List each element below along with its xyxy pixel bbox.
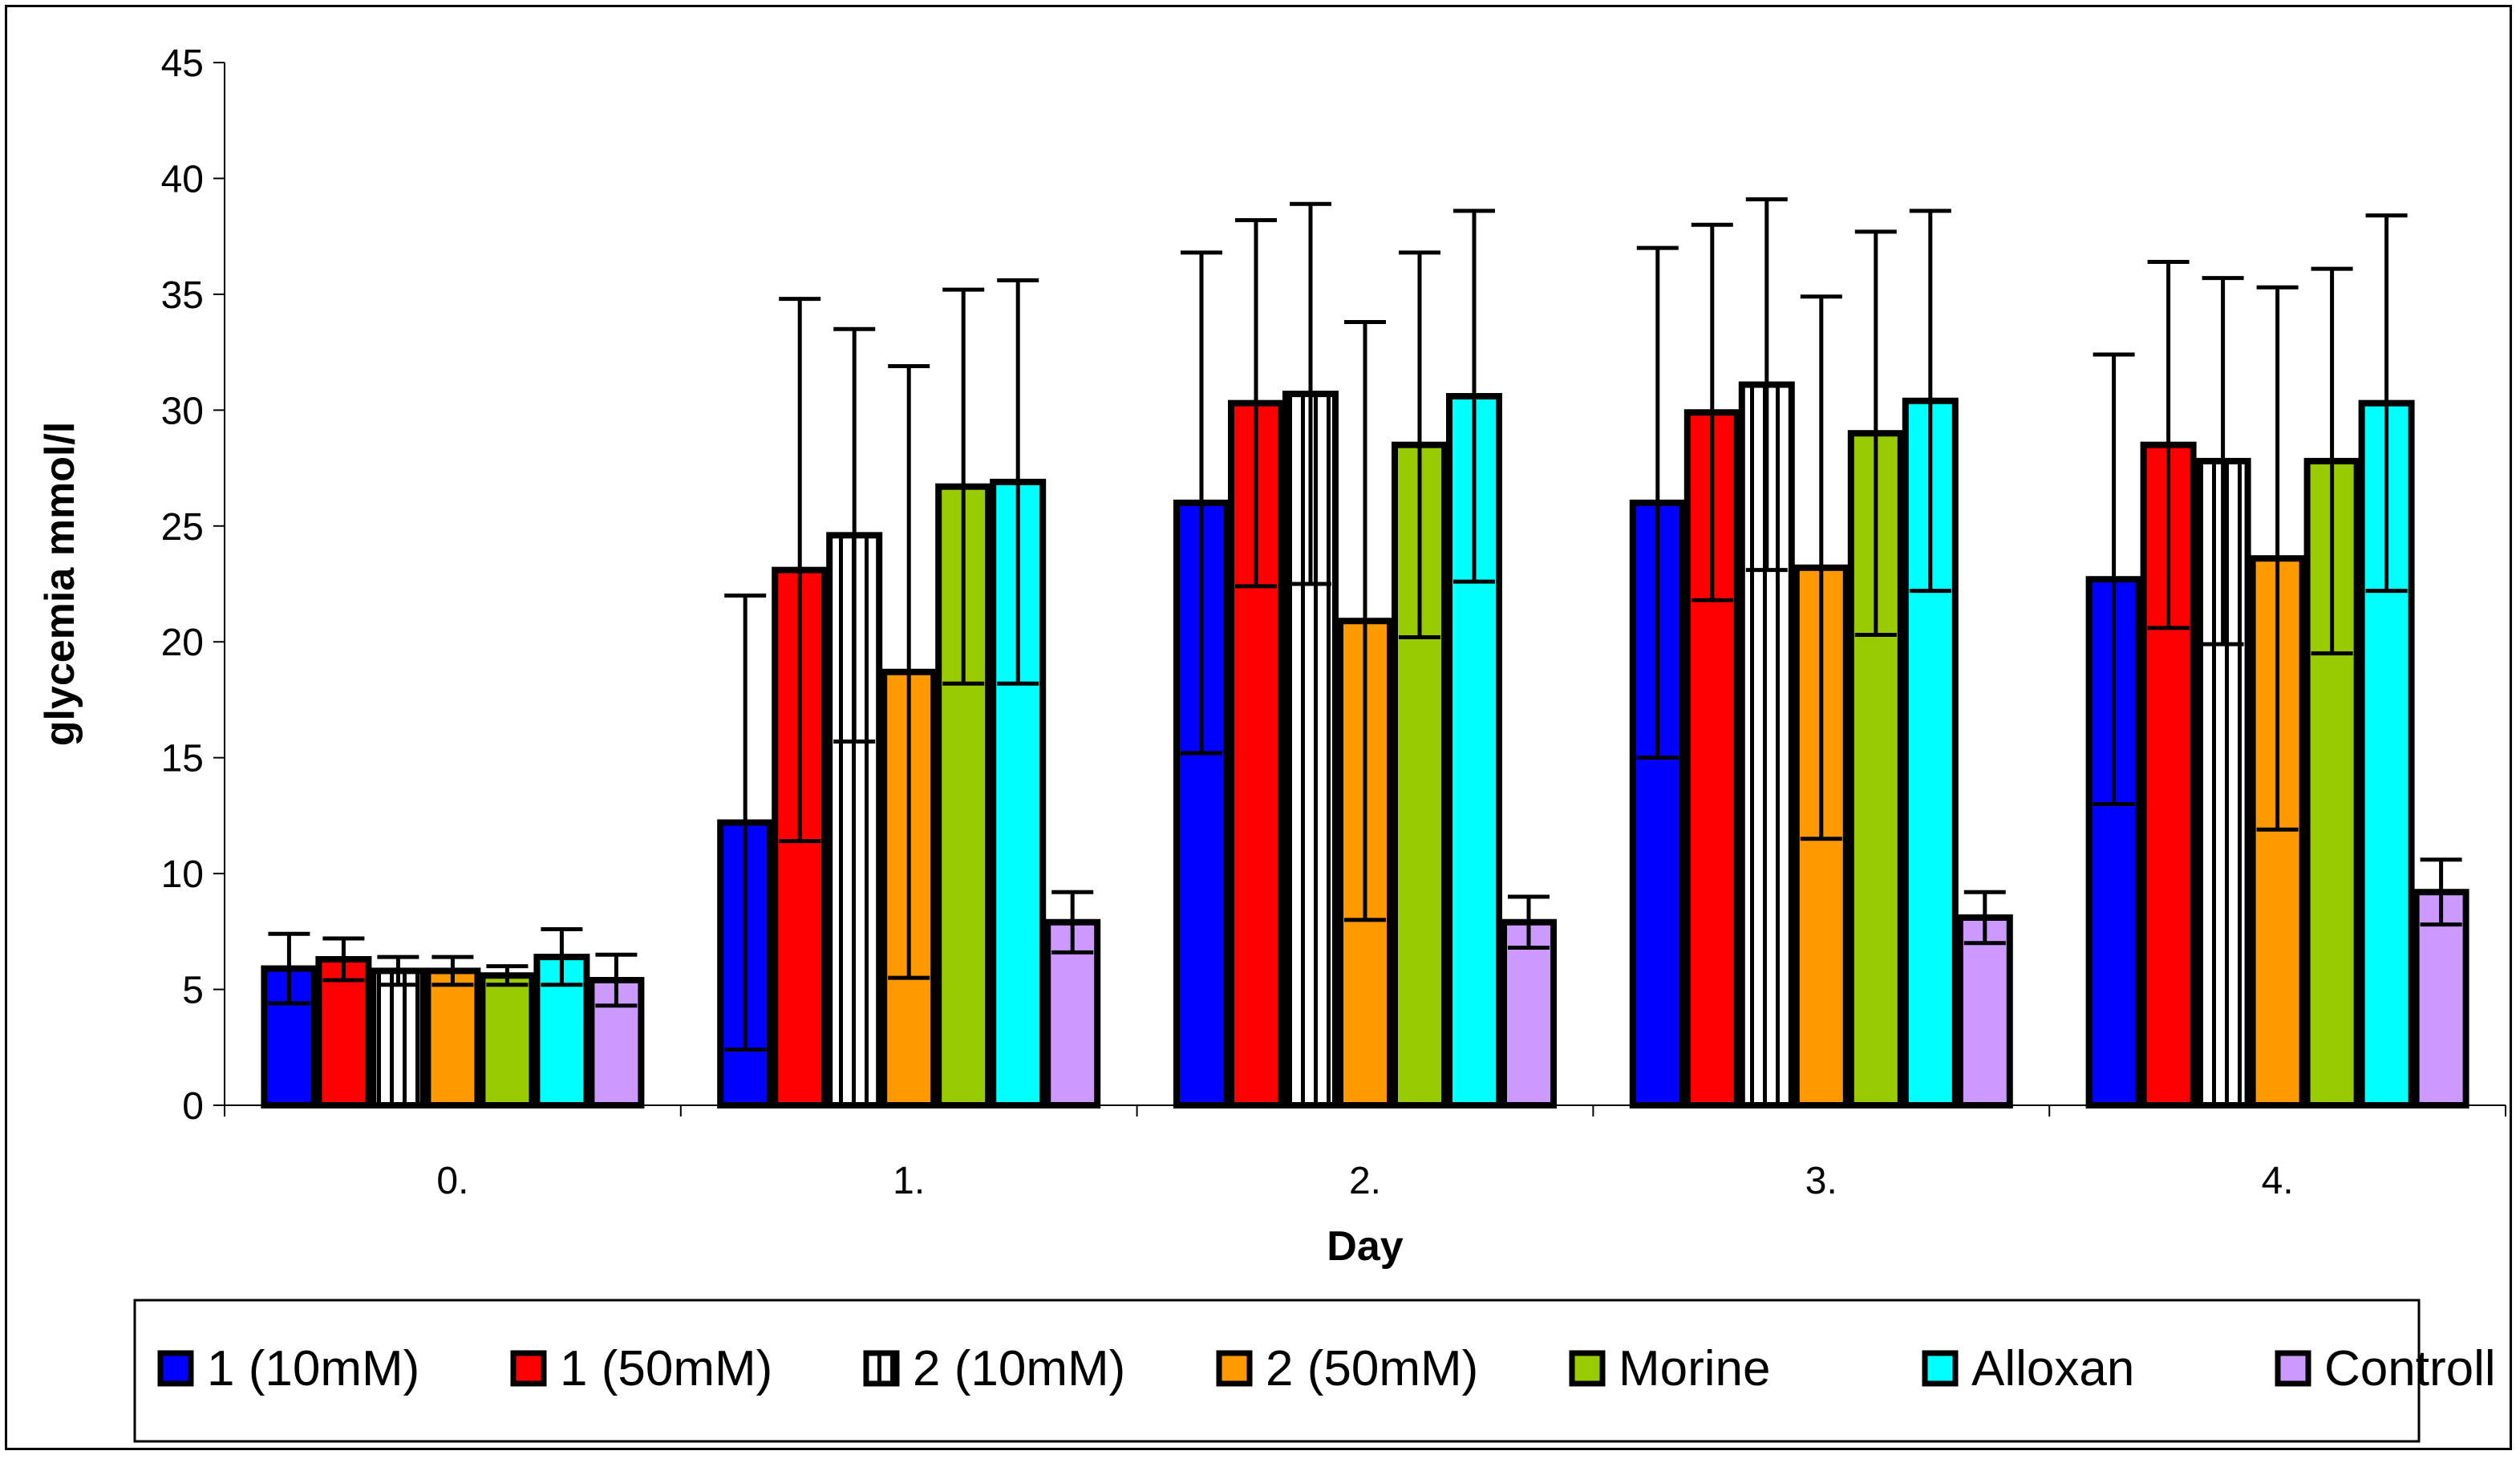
x-tick-label: 4. bbox=[2262, 1160, 2294, 1202]
legend-swatch[interactable] bbox=[1922, 1350, 1959, 1387]
legend-label[interactable]: Controll bbox=[2324, 1341, 2496, 1396]
legend-label[interactable]: Alloxan bbox=[1971, 1341, 2134, 1396]
y-axis-title: glycemia mmol/l bbox=[37, 422, 83, 747]
bar[interactable] bbox=[479, 972, 536, 1108]
bar[interactable] bbox=[1956, 914, 2013, 1108]
legend-label[interactable]: Morine bbox=[1619, 1341, 1771, 1396]
x-tick-label: 2. bbox=[1349, 1160, 1381, 1202]
x-axis-title: Day bbox=[1327, 1223, 1403, 1270]
y-tick-label: 45 bbox=[161, 43, 204, 85]
y-tick-label: 15 bbox=[161, 738, 204, 780]
y-tick-label: 25 bbox=[161, 506, 204, 549]
legend-label[interactable]: 1 (50mM) bbox=[560, 1341, 772, 1396]
bar[interactable] bbox=[2413, 889, 2469, 1108]
bar[interactable] bbox=[1501, 918, 1557, 1109]
legend-swatch[interactable] bbox=[157, 1350, 194, 1387]
bar[interactable] bbox=[2140, 441, 2197, 1108]
y-tick-label: 5 bbox=[182, 970, 204, 1012]
legend-swatch[interactable] bbox=[510, 1350, 547, 1387]
legend-label[interactable]: 2 (50mM) bbox=[1266, 1341, 1478, 1396]
y-tick-label: 20 bbox=[161, 622, 204, 664]
y-tick-label: 0 bbox=[182, 1085, 204, 1128]
bar[interactable] bbox=[315, 956, 372, 1108]
bar[interactable] bbox=[424, 967, 481, 1109]
legend-swatch[interactable] bbox=[1216, 1350, 1253, 1387]
y-tick-label: 35 bbox=[161, 274, 204, 317]
bar[interactable] bbox=[2249, 555, 2306, 1108]
bar[interactable] bbox=[370, 967, 427, 1109]
x-tick-label: 3. bbox=[1805, 1160, 1837, 1202]
legend-label[interactable]: 1 (10mM) bbox=[207, 1341, 419, 1396]
legend-swatch[interactable] bbox=[1569, 1350, 1606, 1387]
x-tick-label: 0. bbox=[436, 1160, 468, 1202]
legend-swatch[interactable] bbox=[2275, 1350, 2311, 1387]
legend-label[interactable]: 2 (10mM) bbox=[913, 1341, 1125, 1396]
legend-swatch[interactable] bbox=[863, 1350, 900, 1387]
y-tick-label: 10 bbox=[161, 853, 204, 896]
y-tick-label: 40 bbox=[161, 158, 204, 201]
x-tick-label: 1. bbox=[893, 1160, 925, 1202]
y-tick-label: 30 bbox=[161, 390, 204, 432]
